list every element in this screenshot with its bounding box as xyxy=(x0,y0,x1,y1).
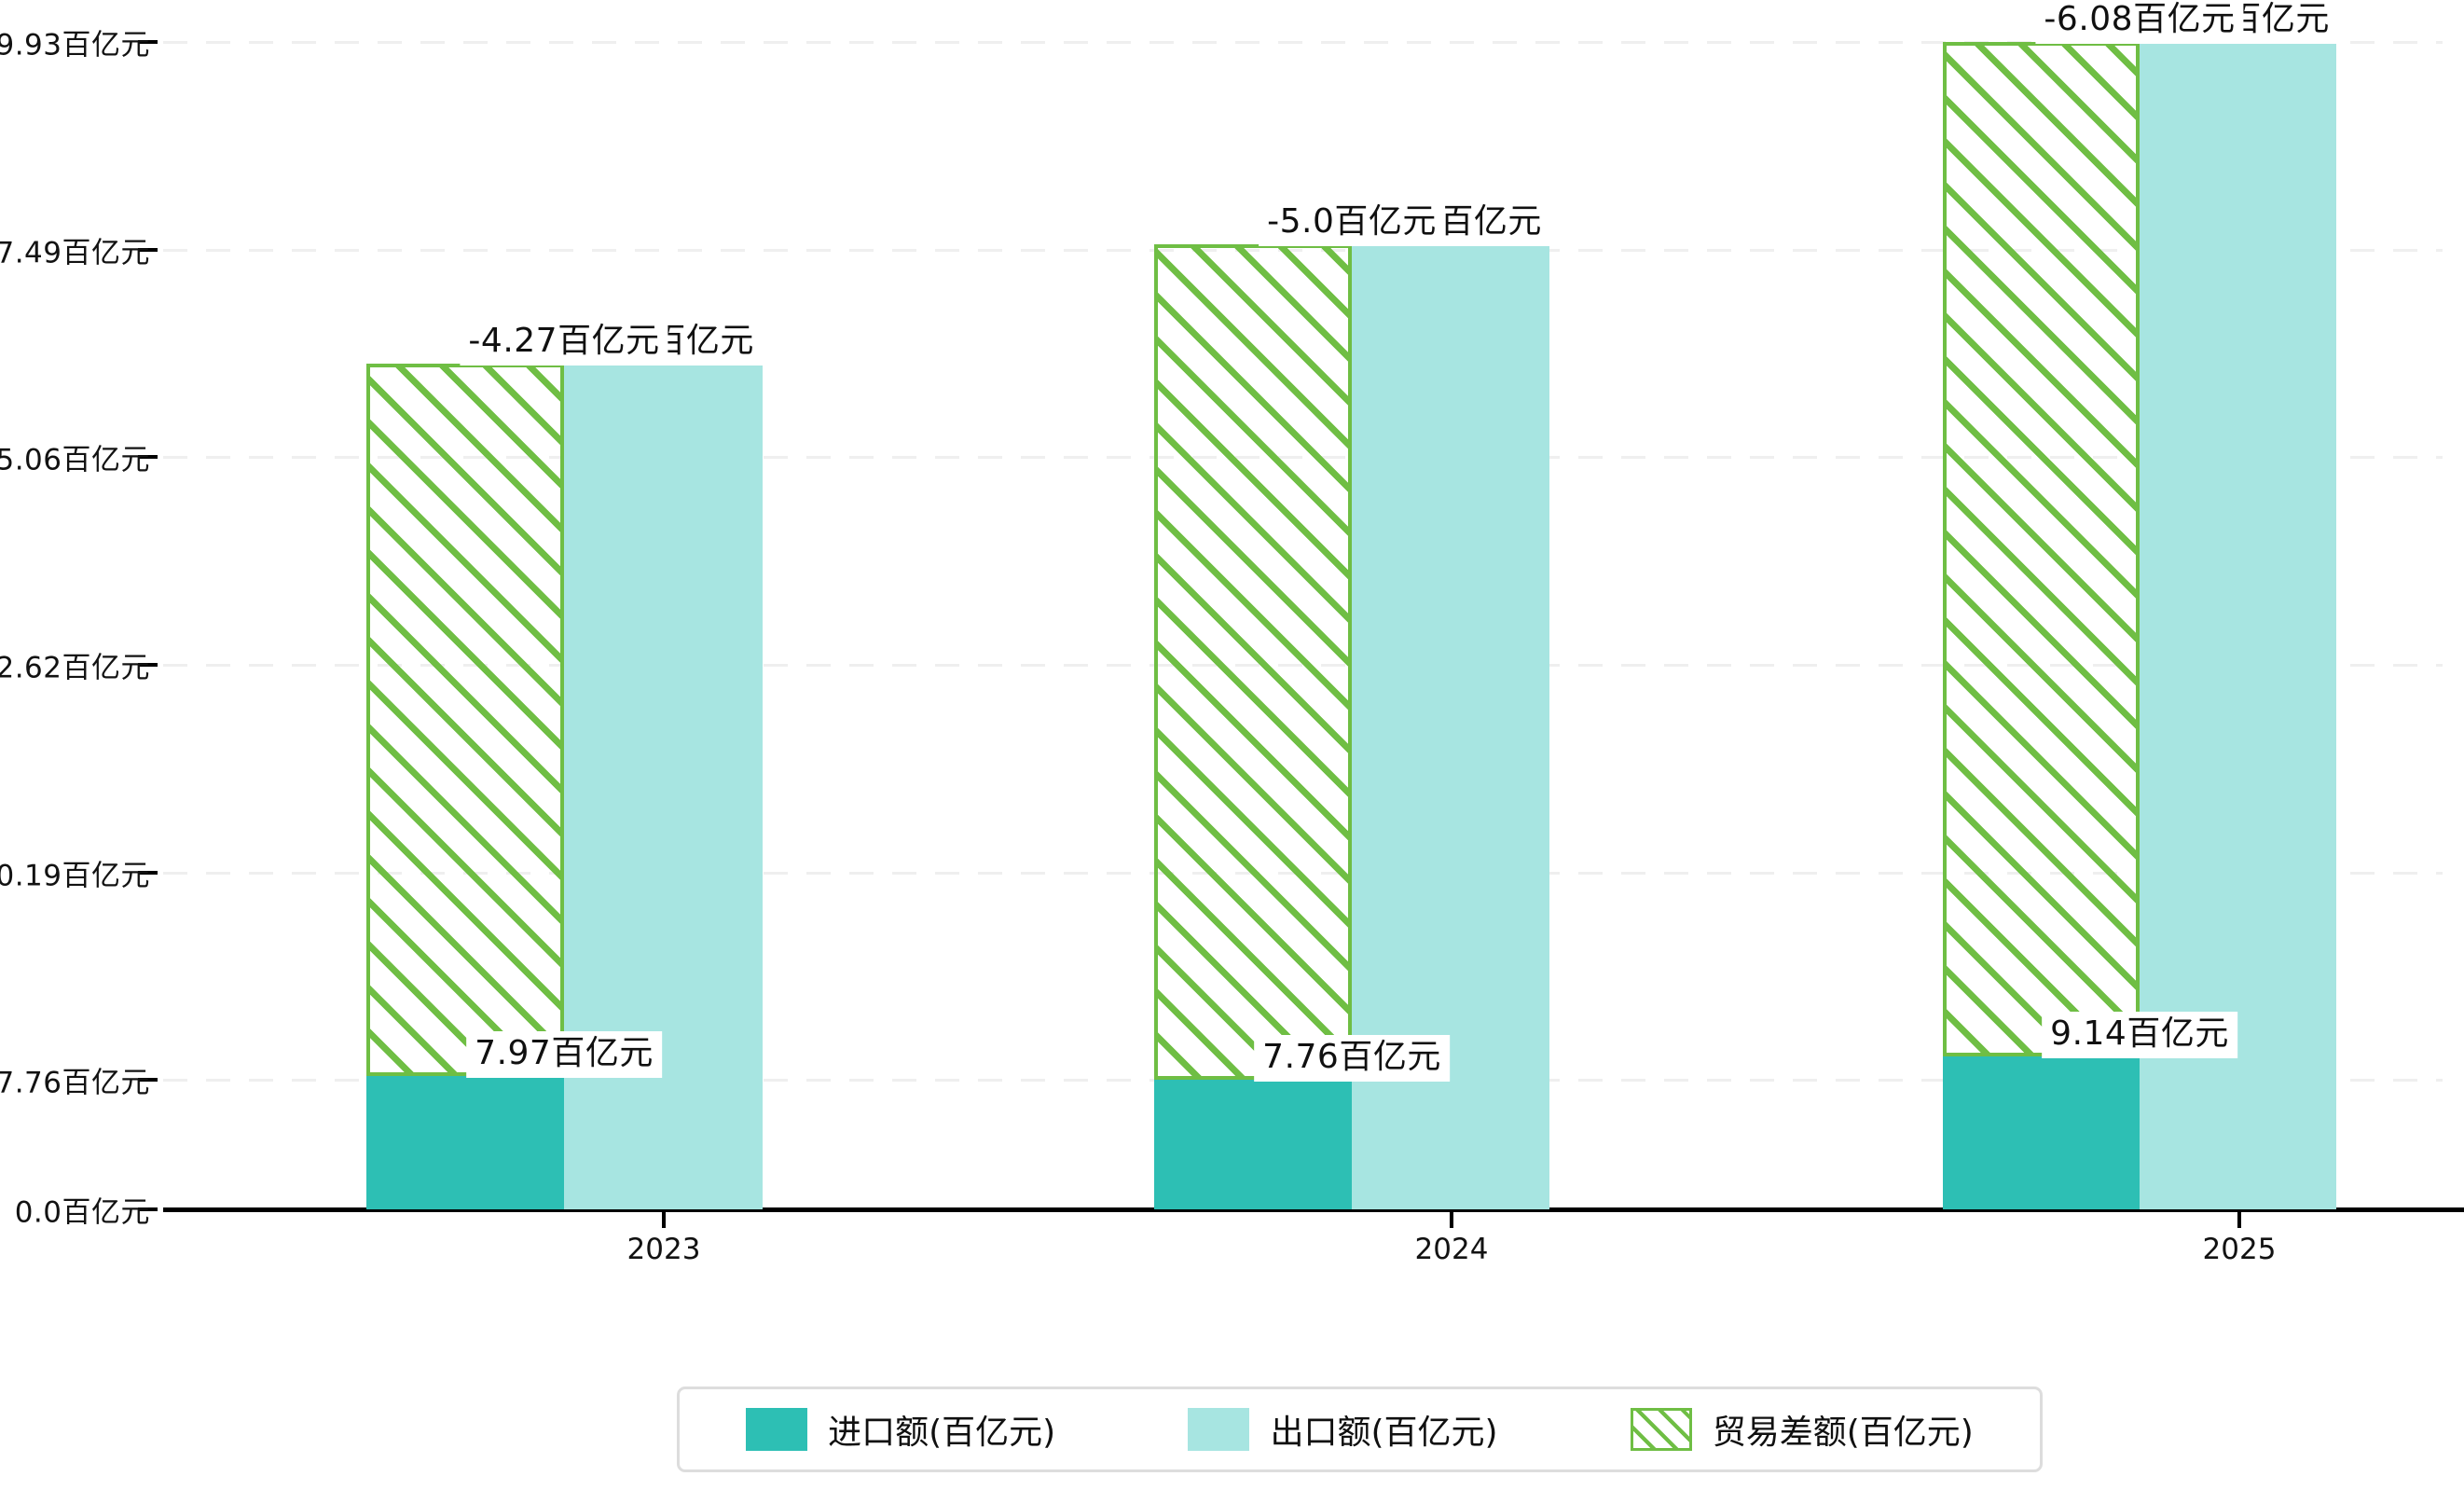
x-axis-line xyxy=(163,1207,2464,1212)
y-tick-mark xyxy=(138,662,158,667)
value-label-trade-difference-2024: -5.0百亿元 xyxy=(1259,200,1445,247)
bar-trade-difference-2025[interactable] xyxy=(1943,42,2140,1057)
bar-import-2024[interactable] xyxy=(1154,1080,1352,1209)
value-label-import-2023: 7.97百亿元 xyxy=(466,1031,662,1079)
bar-import-2025[interactable] xyxy=(1943,1056,2140,1209)
y-axis-tick-label: 45.06百亿元 xyxy=(0,443,150,477)
y-axis-tick-label: 57.49百亿元 xyxy=(0,236,150,270)
trade-difference-swatch-icon xyxy=(1630,1408,1692,1451)
legend-item-trade-difference[interactable]: 贸易差额(百亿元) xyxy=(1630,1405,1974,1454)
y-axis-tick-label: 32.62百亿元 xyxy=(0,651,150,685)
x-axis-tick-label: 2024 xyxy=(1414,1233,1489,1266)
value-label-trade-difference-2023: -4.27百亿元 xyxy=(460,319,668,366)
y-tick-mark xyxy=(138,870,158,875)
x-axis-tick-label: 2023 xyxy=(626,1233,701,1266)
legend-item-import[interactable]: 进口额(百亿元) xyxy=(746,1405,1055,1454)
bar-export-2023[interactable] xyxy=(564,364,763,1209)
y-axis-tick-label: 20.19百亿元 xyxy=(0,859,150,893)
export-swatch-icon xyxy=(1188,1408,1250,1451)
x-tick-mark xyxy=(662,1212,666,1228)
x-axis-tick-label: 2025 xyxy=(2202,1233,2277,1266)
value-label-import-2025: 9.14百亿元 xyxy=(2042,1012,2237,1059)
import-swatch-icon xyxy=(746,1408,808,1451)
y-axis-tick-label: 0.0百亿元 xyxy=(14,1195,150,1230)
bar-trade-difference-2023[interactable] xyxy=(366,364,564,1077)
y-tick-mark xyxy=(138,455,158,460)
x-tick-mark xyxy=(1450,1212,1453,1228)
legend-item-export[interactable]: 出口额(百亿元) xyxy=(1188,1405,1498,1454)
bar-trade-difference-2024[interactable] xyxy=(1154,244,1352,1081)
gridline xyxy=(163,41,2443,44)
y-tick-mark xyxy=(138,1207,158,1211)
y-axis-tick-label: 7.76百亿元 xyxy=(0,1066,150,1100)
y-tick-mark xyxy=(138,247,158,252)
chart-legend: 进口额(百亿元) 出口额(百亿元) 贸易差额(百亿元) xyxy=(677,1387,2043,1472)
legend-label-trade-difference: 贸易差额(百亿元) xyxy=(1712,1414,1974,1452)
legend-label-import: 进口额(百亿元) xyxy=(828,1414,1056,1452)
bar-import-2023[interactable] xyxy=(366,1076,564,1209)
x-tick-mark xyxy=(2237,1212,2241,1228)
legend-label-export: 出口额(百亿元) xyxy=(1270,1414,1498,1452)
value-label-trade-difference-2025: -6.08百亿元 xyxy=(2035,0,2244,44)
value-label-import-2024: 7.76百亿元 xyxy=(1254,1035,1450,1083)
y-tick-mark xyxy=(138,1078,158,1083)
y-tick-mark xyxy=(138,40,158,44)
y-axis-tick-label: 69.93百亿元 xyxy=(0,28,150,62)
